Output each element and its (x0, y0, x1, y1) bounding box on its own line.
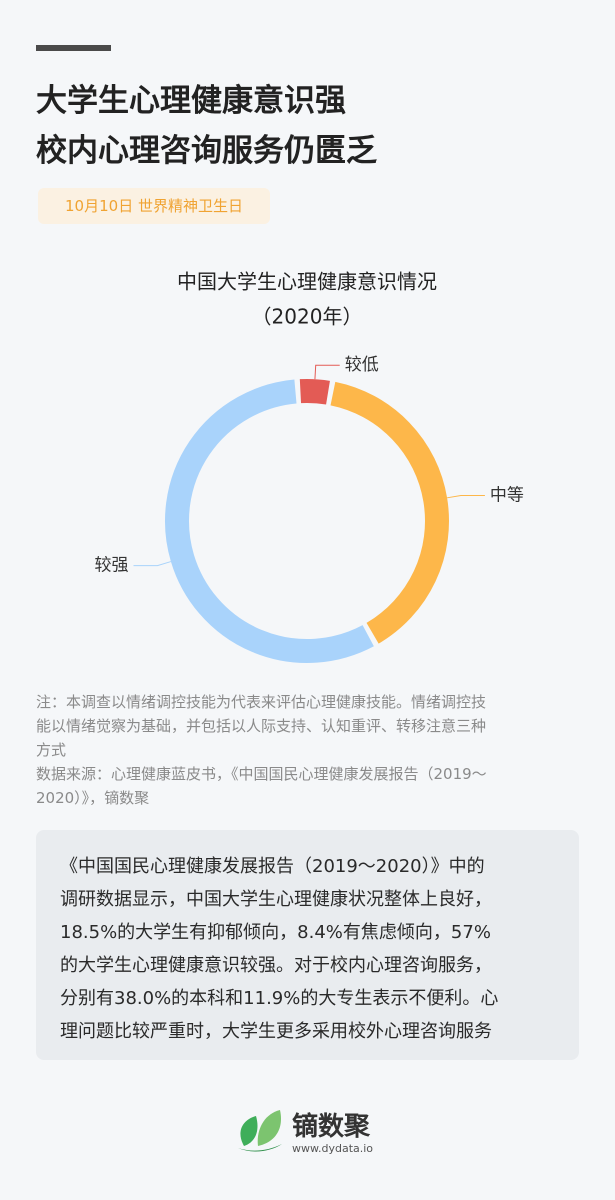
summary-box (36, 830, 579, 1060)
note-line: 注：本调查以情绪调控技能为代表来评估心理健康技能。情绪调控技 (36, 693, 487, 711)
title-line: 校内心理咨询服务仍匮乏 (36, 133, 377, 169)
donut-segment (330, 381, 449, 644)
brand-url: www.dydata.io (292, 1142, 374, 1155)
donut-segment (299, 379, 330, 405)
summary-line: 分别有38.0%的本科和11.9%的大专生表示不便利。心 (60, 988, 499, 1009)
leader-line (314, 364, 340, 380)
brand: 镝数聚 (292, 1112, 371, 1142)
note-line: 方式 (36, 741, 67, 759)
summary-line: 的大学生心理健康意识较强。对于校内心理咨询服务， (60, 955, 492, 976)
note-line: 数据来源：心理健康蓝皮书，《中国国民心理健康发展报告（2019～ (36, 765, 487, 783)
chart-title: （2020年） (252, 305, 363, 329)
slice-label: 较强 (95, 556, 129, 576)
summary-line: 《中国国民心理健康发展报告（2019～2020）》中的 (60, 856, 485, 877)
slice-label: 中等 (490, 486, 524, 506)
summary-line: 理问题比较严重时，大学生更多采用校外心理咨询服务 (60, 1021, 492, 1042)
notes: 注：本调查以情绪调控技能为代表来评估心理健康技能。情绪调控技 能以情绪觉察为基础，… (36, 690, 487, 810)
donut-segment (165, 379, 374, 663)
accent-bar (36, 45, 111, 51)
note-line: 能以情绪觉察为基础，并包括以人际支持、认知重评、转移注意三种 (36, 717, 487, 735)
chart-title: 中国大学生心理健康意识情况 (177, 270, 437, 294)
note-line: 2020）》，镝数聚 (36, 789, 150, 807)
logo-icon (238, 1110, 282, 1152)
leader-line (133, 561, 172, 567)
title-line: 大学生心理健康意识强 (36, 83, 346, 119)
summary-line: 调研数据显示，中国大学生心理健康状况整体上良好， (60, 889, 492, 910)
title: 大学生心理健康意识强 校内心理咨询服务仍匮乏 (36, 76, 377, 176)
summary: 《中国国民心理健康发展报告（2019～2020）》中的 调研数据显示，中国大学生心… (60, 850, 498, 1048)
slice-label: 较低 (345, 355, 379, 375)
tag: 10月10日 世界精神卫生日 (38, 188, 270, 224)
summary-line: 18.5%的大学生有抑郁倾向，8.4%有焦虑倾向，57% (60, 922, 491, 943)
leader-line (447, 495, 485, 499)
